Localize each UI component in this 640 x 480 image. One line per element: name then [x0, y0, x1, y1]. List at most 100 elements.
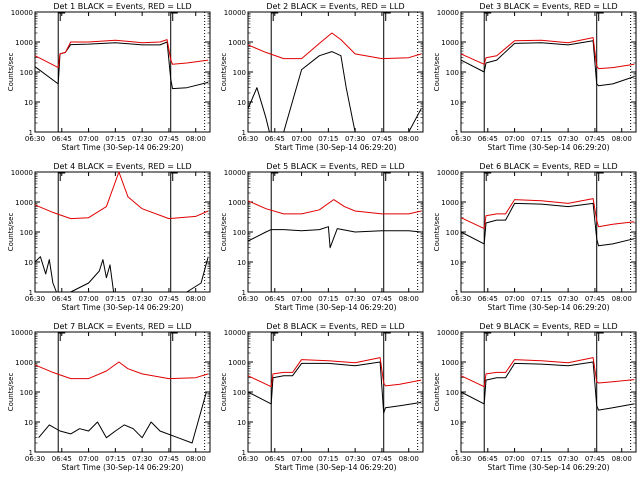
x-tick-label: 06:45 [478, 455, 498, 463]
x-tick-label: 06:30 [25, 455, 45, 463]
x-tick-label: 07:15 [531, 135, 551, 143]
x-tick-label: 07:30 [558, 135, 578, 143]
x-tick-label: 07:15 [318, 295, 338, 303]
x-tick-label: 07:00 [78, 295, 98, 303]
y-tick-label: 1000 [441, 39, 459, 47]
x-tick-label: 07:00 [78, 455, 98, 463]
y-tick-label: 100 [20, 69, 33, 77]
y-tick-label: 10 [24, 259, 33, 267]
panel-title: Det 6 BLACK = Events, RED = LLD [479, 162, 617, 171]
x-tick-label: 08:00 [399, 455, 419, 463]
y-tick-label: 1 [242, 129, 246, 137]
series-events [34, 256, 209, 293]
x-tick-label: 08:00 [612, 135, 632, 143]
y-tick-label: 10 [24, 419, 33, 427]
x-tick-label: 07:45 [372, 135, 392, 143]
series-lld [247, 32, 422, 60]
y-tick-label: 10 [450, 259, 459, 267]
panel-title: Det 8 BLACK = Events, RED = LLD [266, 322, 404, 331]
y-axis-label: Counts/sec [220, 213, 228, 252]
y-tick-label: 1000 [228, 39, 246, 47]
x-tick-label: 07:15 [318, 135, 338, 143]
series-events [460, 40, 635, 87]
x-tick-label: 07:45 [159, 295, 179, 303]
panel-title: Det 7 BLACK = Events, RED = LLD [53, 322, 191, 331]
x-axis-label: Start Time (30-Sep-14 06:29:20) [62, 303, 184, 312]
y-tick-label: 1 [29, 129, 33, 137]
y-tick-label: 100 [446, 69, 459, 77]
y-tick-label: 100 [20, 389, 33, 397]
x-tick-label: 06:45 [265, 295, 285, 303]
y-axis-label: Counts/sec [220, 373, 228, 412]
x-axis-label: Start Time (30-Sep-14 06:29:20) [488, 303, 610, 312]
x-tick-label: 07:45 [585, 295, 605, 303]
panel-9: 1 10 100 1000 10000 06:30 06:45 07:00 07:15 07:30… [433, 322, 637, 472]
x-tick-label: 07:30 [345, 295, 365, 303]
x-tick-label: 07:30 [558, 295, 578, 303]
x-axis-label: Start Time (30-Sep-14 06:29:20) [275, 143, 397, 152]
y-tick-label: 10000 [224, 329, 246, 337]
y-axis-label: Counts/sec [7, 373, 15, 412]
y-tick-label: 100 [233, 69, 246, 77]
x-tick-label: 07:00 [78, 135, 98, 143]
y-tick-label: 100 [446, 389, 459, 397]
y-tick-label: 1000 [228, 359, 246, 367]
y-tick-label: 10 [450, 99, 459, 107]
y-tick-label: 10000 [437, 9, 459, 17]
y-axis-label: Counts/sec [433, 213, 441, 252]
y-tick-label: 1 [242, 449, 246, 457]
x-axis-label: Start Time (30-Sep-14 06:29:20) [488, 463, 610, 472]
x-tick-label: 07:30 [132, 135, 152, 143]
panel-7: 1 10 100 1000 10000 06:30 06:45 07:00 07:15 07:30… [7, 322, 211, 472]
x-tick-label: 06:45 [52, 455, 72, 463]
panel-title: Det 2 BLACK = Events, RED = LLD [266, 2, 404, 11]
x-tick-label: 07:45 [585, 135, 605, 143]
x-axis-label: Start Time (30-Sep-14 06:29:20) [275, 303, 397, 312]
x-tick-label: 07:15 [105, 135, 125, 143]
x-axis-label: Start Time (30-Sep-14 06:29:20) [62, 463, 184, 472]
panel-6: 1 10 100 1000 10000 06:30 06:45 07:00 07:15 07:30… [433, 162, 637, 312]
series-lld [460, 198, 635, 230]
x-tick-label: 06:45 [265, 455, 285, 463]
panel-title: Det 4 BLACK = Events, RED = LLD [53, 162, 191, 171]
y-tick-label: 10000 [11, 329, 33, 337]
x-tick-label: 06:45 [265, 135, 285, 143]
x-tick-label: 06:45 [478, 135, 498, 143]
x-tick-label: 06:45 [52, 295, 72, 303]
x-tick-label: 06:45 [478, 295, 498, 303]
panel-title: Det 1 BLACK = Events, RED = LLD [53, 2, 191, 11]
x-axis-label: Start Time (30-Sep-14 06:29:20) [488, 143, 610, 152]
x-tick-label: 08:00 [399, 135, 419, 143]
series-events [460, 202, 635, 247]
y-tick-label: 10000 [224, 9, 246, 17]
y-tick-label: 1000 [441, 199, 459, 207]
y-tick-label: 1 [455, 289, 459, 297]
x-tick-label: 06:30 [451, 135, 471, 143]
panel-1: 1 10 100 1000 10000 06:30 06:45 07:00 07:15 07:30… [7, 2, 211, 152]
y-tick-label: 10000 [437, 329, 459, 337]
x-tick-label: 06:45 [52, 135, 72, 143]
y-tick-label: 1 [455, 449, 459, 457]
y-axis-label: Counts/sec [433, 373, 441, 412]
series-lld [460, 37, 635, 70]
x-tick-label: 07:00 [291, 295, 311, 303]
panel-3: 1 10 100 1000 10000 06:30 06:45 07:00 07:15 07:30… [433, 2, 637, 152]
series-events [38, 391, 207, 444]
x-tick-label: 07:30 [132, 455, 152, 463]
x-tick-label: 07:30 [345, 455, 365, 463]
x-tick-label: 07:15 [105, 295, 125, 303]
y-tick-label: 1000 [15, 199, 33, 207]
panel-8: 1 10 100 1000 10000 06:30 06:45 07:00 07:15 07:30… [220, 322, 424, 472]
x-tick-label: 07:00 [504, 135, 524, 143]
x-tick-label: 07:15 [318, 455, 338, 463]
y-tick-label: 1000 [441, 359, 459, 367]
series-lld [34, 39, 209, 69]
panel-4: 1 10 100 1000 10000 06:30 06:45 07:00 07:15 07:30… [7, 162, 211, 312]
y-tick-label: 10 [24, 99, 33, 107]
series-lld [34, 171, 209, 220]
y-tick-label: 1 [455, 129, 459, 137]
y-axis-label: Counts/sec [7, 53, 15, 92]
x-tick-label: 06:30 [238, 295, 258, 303]
series-lld [247, 357, 422, 388]
y-tick-label: 10 [237, 259, 246, 267]
